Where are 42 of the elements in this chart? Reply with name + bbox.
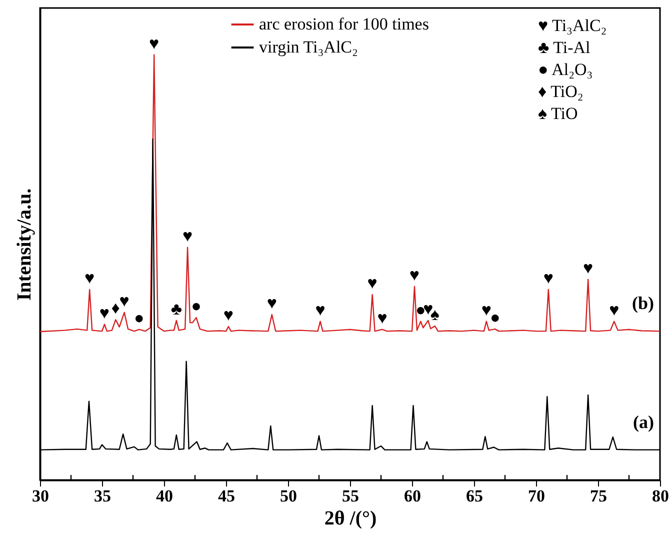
annotation: (b)	[632, 293, 654, 314]
annotation: ♥	[266, 294, 277, 313]
legend-label: arc erosion for 100 times	[259, 14, 429, 34]
annotation: ♥	[223, 305, 234, 324]
annotation: ♥	[481, 300, 492, 320]
x-tick-label: 50	[280, 486, 297, 506]
x-tick-label: 55	[342, 486, 359, 506]
x-tick-label: 80	[652, 486, 669, 506]
y-axis-title: Intensity/a.u.	[14, 188, 36, 301]
annotation: ●	[490, 308, 500, 328]
annotation: ♥	[182, 226, 193, 246]
annotation: ♠ TiO	[538, 104, 578, 123]
annotation: ♥	[315, 300, 326, 320]
annotation: ♥	[367, 274, 378, 293]
annotation: ♦	[111, 298, 120, 318]
x-tick-label: 40	[156, 486, 173, 506]
text: ♥ Ti₃AlC₂	[538, 16, 607, 35]
annotation: ♥	[84, 268, 95, 288]
annotation: ♥	[409, 266, 420, 285]
annotation: ●	[191, 296, 202, 316]
annotation: ● Al₂O₃	[538, 60, 593, 79]
x-axis-title: 2θ /(°)	[324, 508, 377, 530]
annotation: ●	[134, 308, 144, 328]
annotation: ♥	[543, 268, 554, 288]
annotation: ♥	[119, 291, 130, 310]
annotation: ♥	[377, 308, 388, 328]
annotation: ♥	[149, 34, 160, 53]
annotation: ♣	[170, 300, 182, 319]
legend-label: virgin Ti₃AlC₂	[259, 38, 358, 56]
annotation: ♣ Ti-Al	[538, 38, 591, 57]
annotation: ♥	[609, 300, 620, 320]
annotation: (a)	[633, 412, 654, 432]
annotation: ♥	[99, 303, 110, 322]
x-tick-label: 35	[94, 486, 111, 506]
x-tick-label: 60	[404, 486, 421, 506]
x-tick-label: 45	[218, 486, 235, 506]
x-tick-label: 65	[466, 486, 483, 506]
x-tick-label: 70	[528, 486, 545, 506]
x-tick-label: 30	[32, 486, 49, 506]
annotation: ♦ TiO₂	[538, 82, 584, 101]
annotation: ♥	[583, 258, 594, 278]
x-tick-label: 75	[590, 486, 607, 506]
